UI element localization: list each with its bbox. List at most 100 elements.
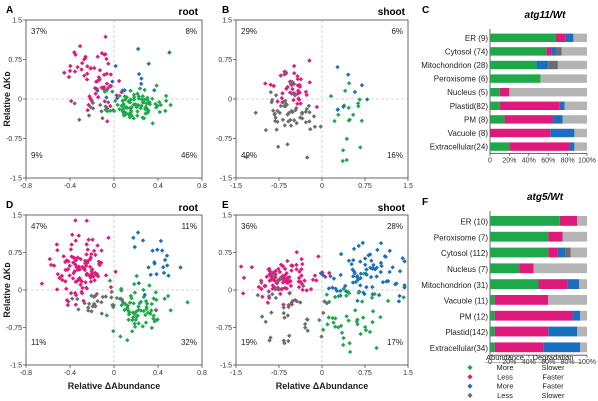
data-point	[303, 109, 308, 114]
data-point	[292, 118, 297, 123]
data-point	[366, 253, 371, 258]
data-point	[283, 71, 289, 76]
data-point	[259, 314, 265, 319]
data-point	[152, 88, 157, 93]
data-point	[378, 260, 384, 266]
data-point	[149, 301, 155, 307]
data-point	[140, 238, 146, 243]
bar-segment	[562, 115, 587, 124]
data-point	[99, 311, 104, 316]
data-point	[271, 277, 276, 282]
data-point	[276, 266, 281, 272]
percent-bottom-right: 17%	[387, 338, 403, 347]
data-point	[132, 95, 137, 100]
x-tick-label: 100%	[578, 359, 596, 366]
data-point	[69, 296, 75, 301]
data-point	[95, 78, 100, 84]
data-point	[82, 258, 88, 263]
legend-degradation: Faster	[542, 382, 564, 391]
data-point	[89, 293, 94, 298]
y-tick-label: 0.75	[218, 57, 232, 64]
x-tick-label: -0.75	[271, 183, 287, 190]
data-point	[402, 283, 407, 288]
panel-title: atg11/Wt	[525, 10, 567, 21]
data-point	[149, 308, 154, 313]
data-point	[113, 63, 118, 69]
data-point	[89, 273, 94, 278]
data-point	[285, 275, 290, 281]
data-point	[338, 251, 344, 257]
data-point	[249, 265, 255, 270]
data-point	[273, 93, 279, 98]
data-point	[73, 238, 78, 243]
bar-segment	[490, 295, 495, 305]
data-point	[345, 289, 351, 294]
data-point	[306, 103, 312, 109]
percent-bottom-right: 16%	[387, 151, 403, 160]
legend-degradation: Faster	[542, 372, 564, 381]
data-point	[86, 102, 91, 108]
data-point	[297, 269, 302, 274]
data-point	[132, 281, 137, 287]
data-point	[67, 273, 72, 278]
panel-title: shoot	[378, 7, 406, 18]
data-point	[185, 300, 190, 305]
bar-segment	[533, 263, 587, 274]
bar-segment	[519, 263, 534, 274]
data-point	[82, 267, 88, 273]
data-point	[54, 242, 60, 247]
data-point	[158, 238, 164, 244]
data-point	[122, 301, 128, 307]
data-point	[263, 81, 268, 86]
data-point	[116, 78, 122, 84]
data-point	[75, 255, 81, 260]
bar-segment	[540, 74, 587, 83]
data-point	[108, 103, 113, 109]
data-point	[103, 104, 108, 109]
data-point	[136, 321, 141, 326]
data-point	[325, 322, 330, 327]
bar-segment	[577, 326, 587, 337]
bar-segment	[550, 128, 575, 138]
data-point	[263, 127, 269, 133]
y-tick-label: -1.5	[220, 363, 232, 370]
data-point	[152, 259, 157, 265]
panel-label: B	[222, 5, 229, 16]
legend-marker	[467, 392, 473, 398]
data-point	[155, 247, 160, 252]
data-point	[271, 272, 276, 277]
data-point	[356, 104, 361, 109]
data-point	[291, 97, 296, 103]
data-point	[119, 90, 124, 95]
data-point	[305, 328, 310, 333]
percent-top-right: 8%	[185, 27, 197, 36]
data-point	[326, 315, 331, 320]
data-point	[147, 283, 152, 288]
data-point	[100, 116, 105, 121]
data-point	[86, 308, 91, 313]
data-point	[61, 254, 66, 259]
data-point	[113, 98, 118, 104]
data-point	[296, 275, 302, 281]
data-point	[164, 253, 170, 258]
category-label: Extracellular(24)	[430, 143, 489, 152]
data-point	[296, 284, 302, 290]
data-point	[83, 263, 89, 269]
data-point	[64, 258, 69, 263]
data-point	[78, 282, 83, 287]
bar-segment	[490, 74, 541, 83]
data-point	[82, 57, 87, 62]
data-point	[278, 103, 284, 109]
data-point	[96, 259, 102, 264]
data-point	[99, 300, 104, 305]
bar-segment	[555, 47, 562, 56]
data-point	[127, 115, 132, 120]
data-point	[269, 97, 275, 103]
data-point	[92, 278, 97, 283]
data-point	[73, 52, 78, 57]
data-point	[136, 304, 141, 309]
data-point	[129, 108, 134, 114]
data-point	[153, 308, 159, 313]
x-tick-label: 0	[320, 370, 324, 377]
data-point	[339, 330, 345, 335]
